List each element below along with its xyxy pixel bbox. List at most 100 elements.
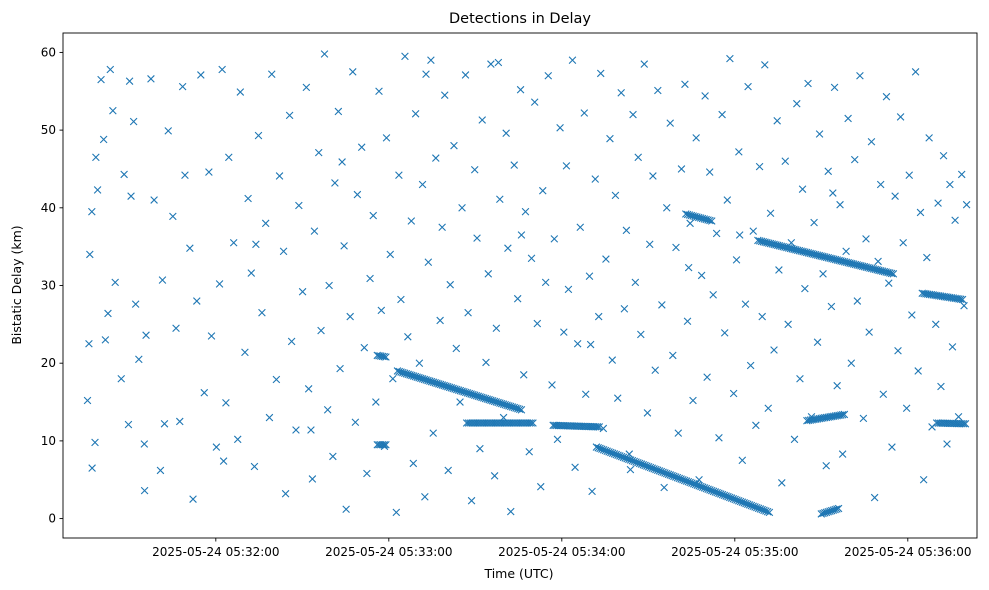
- data-point: [896, 113, 905, 121]
- data-point: [576, 223, 585, 232]
- data-point: [798, 185, 807, 193]
- data-point: [93, 186, 102, 194]
- data-point: [189, 495, 197, 503]
- data-point: [764, 404, 773, 413]
- data-point: [329, 452, 337, 461]
- data-point: [765, 508, 774, 517]
- data-point: [504, 244, 512, 252]
- y-tick-label: 10: [41, 434, 56, 448]
- data-point: [473, 234, 481, 242]
- data-point: [902, 404, 911, 413]
- data-point: [686, 219, 694, 228]
- data-point: [494, 58, 503, 67]
- data-point: [432, 154, 440, 162]
- data-point: [164, 127, 173, 135]
- data-point: [746, 361, 755, 370]
- data-point: [85, 339, 93, 348]
- data-point: [222, 399, 230, 407]
- data-point: [513, 294, 522, 303]
- data-point: [492, 324, 501, 333]
- data-point: [847, 359, 856, 367]
- data-point: [749, 227, 758, 235]
- data-point: [480, 419, 489, 427]
- data-point: [438, 223, 446, 232]
- x-tick-label: 2025-05-24 05:32:00: [152, 545, 279, 559]
- data-point: [380, 440, 388, 449]
- data-point: [140, 440, 149, 448]
- data-point: [244, 194, 252, 203]
- data-point: [752, 421, 760, 430]
- data-point: [450, 141, 458, 150]
- data-point: [392, 508, 401, 517]
- data-point: [496, 419, 505, 427]
- data-point: [556, 123, 564, 132]
- data-point: [106, 65, 115, 74]
- data-point: [377, 306, 386, 315]
- data-point: [553, 435, 562, 444]
- data-point: [833, 381, 841, 390]
- data-point: [484, 419, 492, 427]
- data-point: [842, 247, 850, 256]
- data-point: [908, 311, 916, 319]
- data-point: [681, 80, 689, 89]
- data-point: [905, 171, 914, 179]
- data-point: [336, 364, 344, 373]
- data-point: [870, 493, 879, 502]
- data-point: [386, 250, 395, 259]
- data-point: [560, 328, 568, 336]
- data-point: [186, 244, 194, 252]
- data-point: [169, 212, 177, 221]
- data-point: [677, 165, 686, 173]
- data-point: [88, 464, 96, 472]
- data-point: [470, 419, 478, 427]
- data-point: [314, 148, 323, 157]
- data-point: [427, 56, 435, 64]
- data-point: [382, 440, 390, 449]
- data-point: [482, 358, 490, 367]
- data-point: [775, 266, 783, 274]
- data-point: [813, 338, 822, 347]
- data-point: [958, 419, 966, 428]
- data-point: [611, 191, 620, 200]
- data-point: [884, 279, 893, 287]
- data-point: [961, 420, 970, 428]
- data-point: [770, 346, 778, 354]
- data-point: [205, 168, 213, 176]
- data-point: [484, 270, 493, 278]
- data-point: [495, 419, 503, 427]
- data-point: [323, 406, 332, 414]
- data-point: [723, 196, 732, 204]
- data-point: [888, 443, 896, 451]
- data-point: [838, 450, 847, 458]
- data-point: [517, 231, 526, 239]
- data-point: [83, 396, 92, 405]
- data-point: [444, 466, 452, 475]
- data-point: [452, 344, 461, 353]
- data-point: [874, 257, 882, 266]
- data-point: [97, 75, 105, 84]
- data-point: [956, 295, 965, 303]
- data-point: [219, 457, 228, 465]
- data-point: [706, 216, 714, 225]
- data-point: [879, 390, 888, 399]
- data-point: [298, 287, 307, 296]
- data-point: [634, 153, 643, 162]
- plot-frame: [62, 32, 978, 539]
- data-point: [571, 463, 579, 472]
- data-point: [954, 413, 963, 421]
- data-point: [550, 235, 559, 243]
- data-point: [272, 375, 281, 384]
- x-tick-label: 2025-05-24 05:33:00: [325, 545, 452, 559]
- data-point: [645, 240, 654, 249]
- data-point: [513, 419, 521, 427]
- data-point: [511, 419, 519, 427]
- x-tick-label: 2025-05-24 05:36:00: [844, 545, 971, 559]
- y-tick-label: 40: [41, 201, 56, 215]
- data-point: [649, 172, 657, 180]
- data-point: [131, 300, 140, 308]
- data-point: [120, 170, 128, 179]
- y-tick-label: 50: [41, 123, 56, 137]
- data-point: [254, 131, 263, 140]
- data-point: [429, 429, 438, 437]
